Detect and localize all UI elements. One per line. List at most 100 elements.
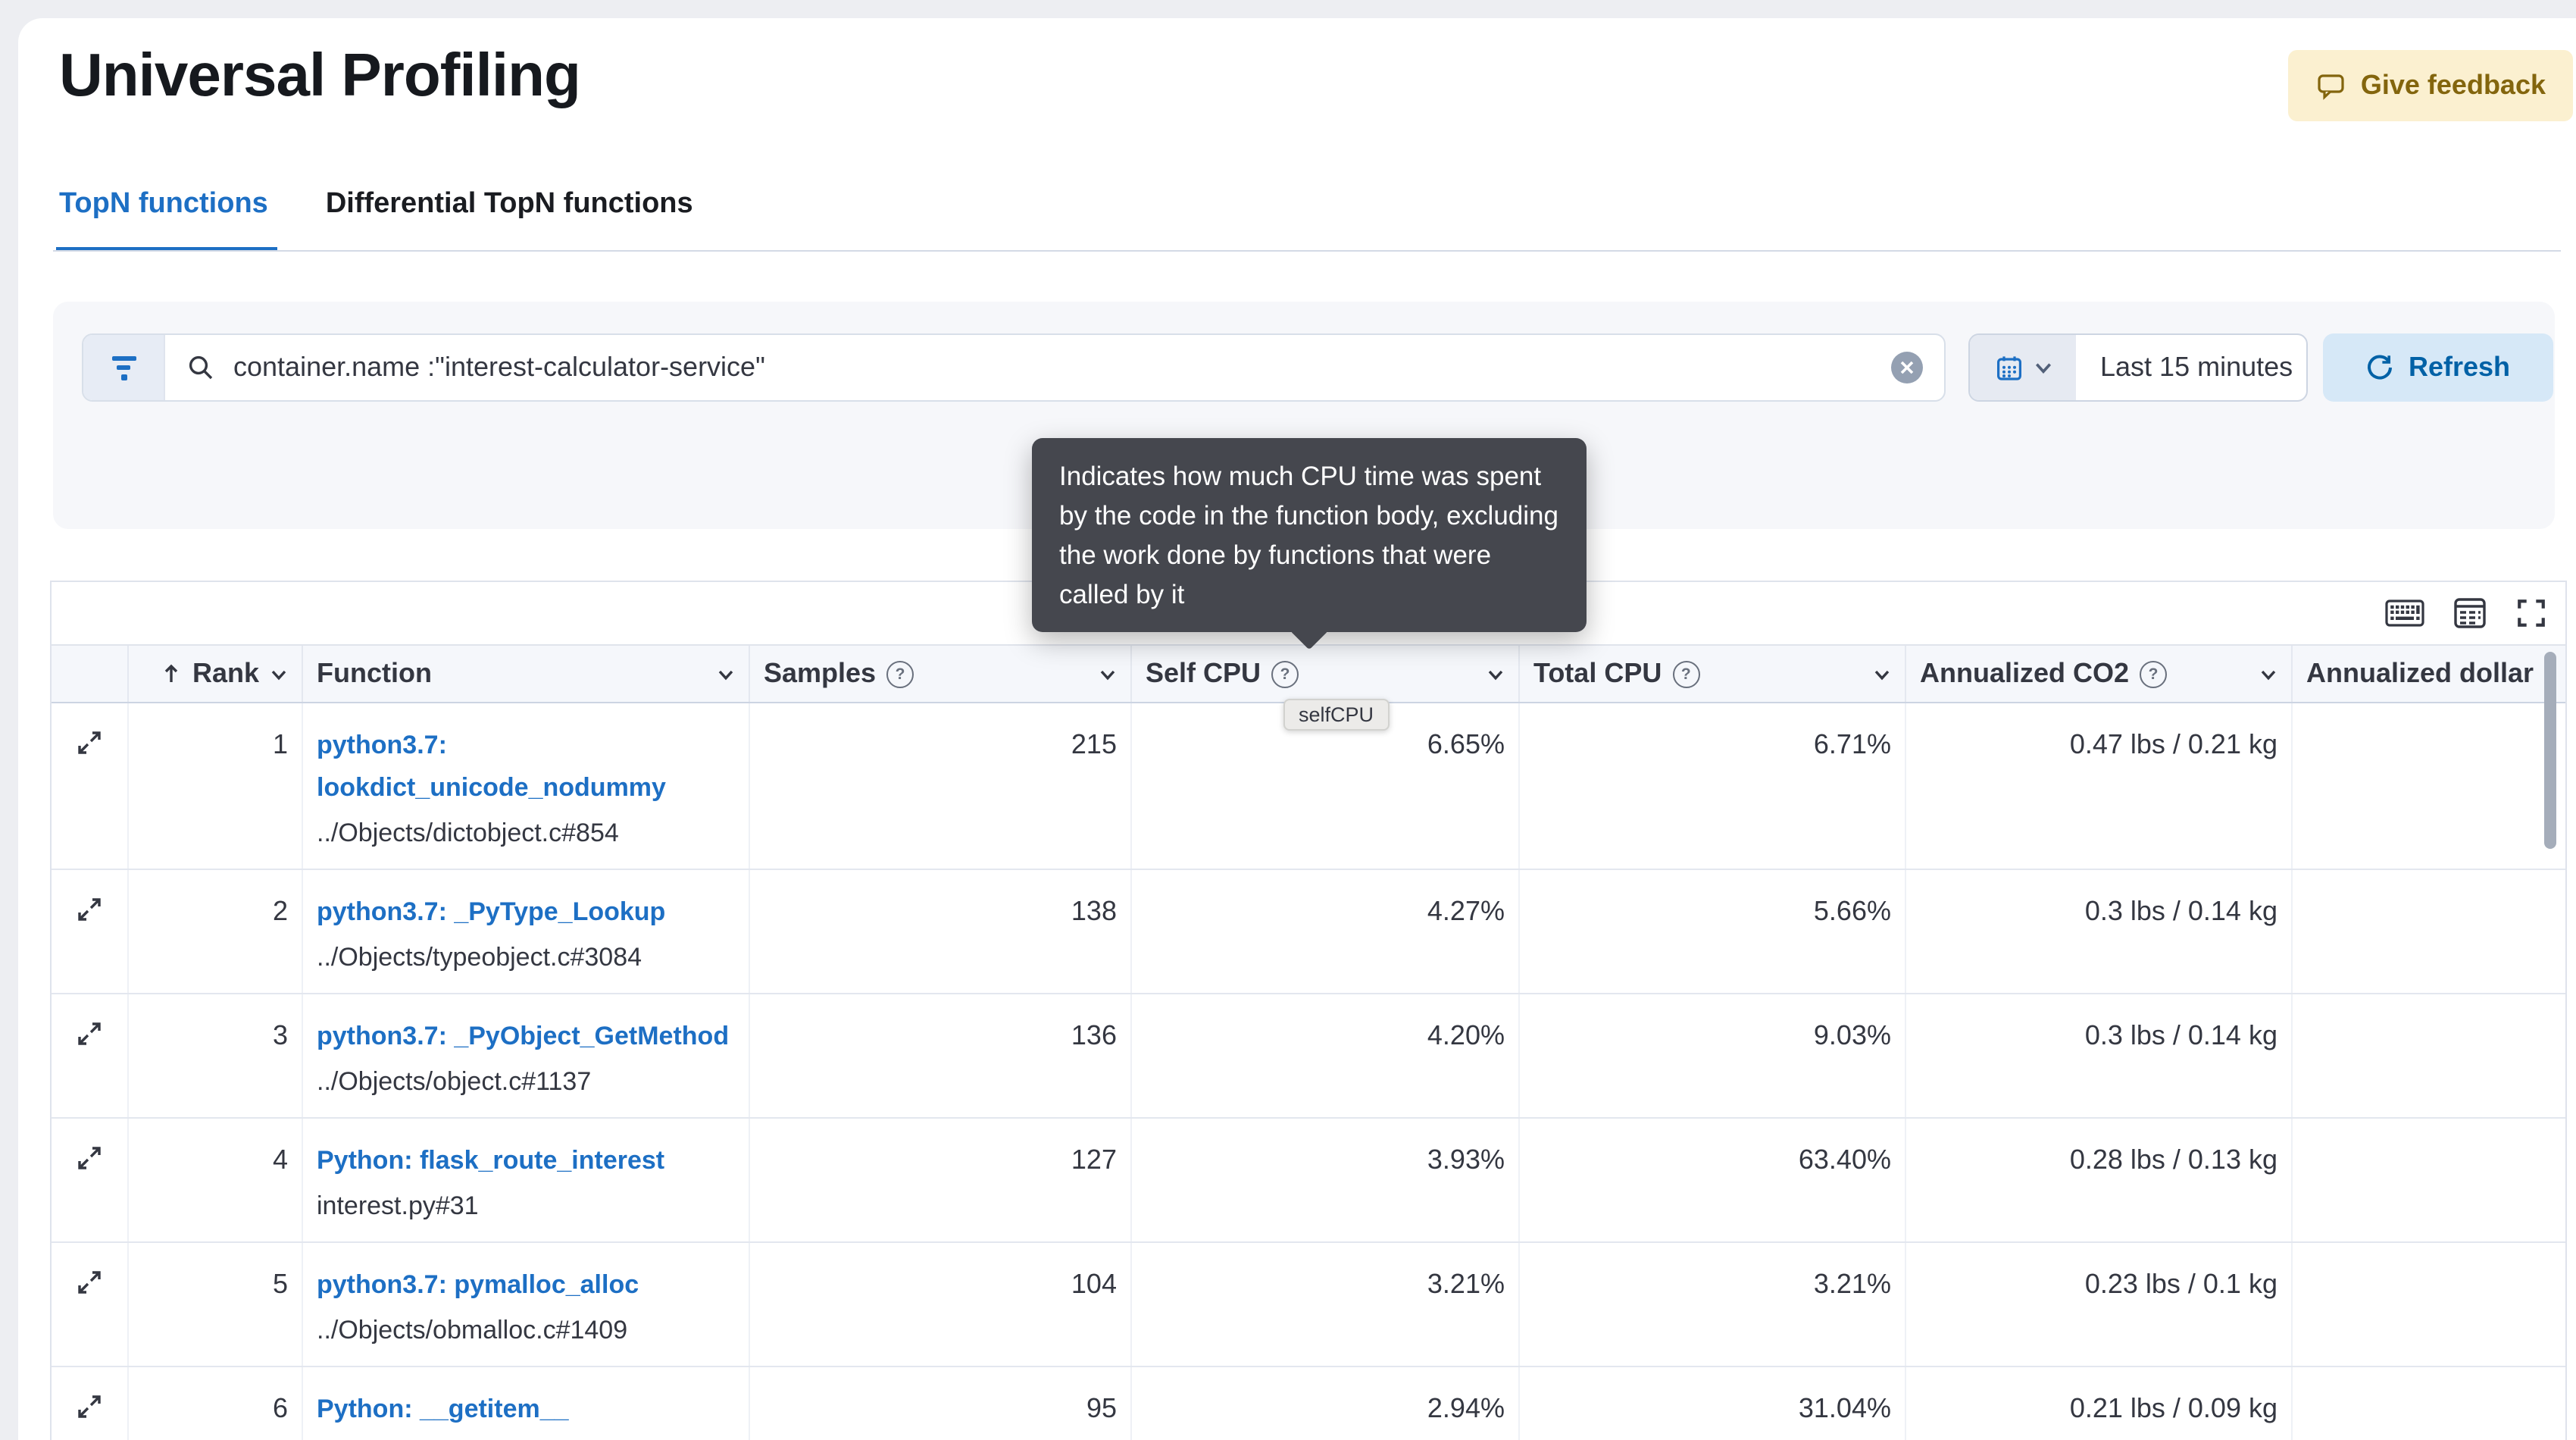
chevron-down-icon <box>1099 665 1117 683</box>
column-header-rank[interactable]: Rank <box>129 646 303 702</box>
rank-cell: 2 <box>129 870 303 993</box>
total-cpu-cell: 9.03% <box>1520 994 1906 1117</box>
column-header-function[interactable]: Function <box>303 646 750 702</box>
column-header-expand <box>52 646 129 702</box>
table-row: 4 Python: flask_route_interest interest.… <box>52 1119 2565 1243</box>
tabs-divider <box>53 250 2561 252</box>
self-cpu-cell: 3.93% <box>1132 1119 1520 1241</box>
annualized-co2-cell: 0.3 lbs / 0.14 kg <box>1906 870 2293 993</box>
total-cpu-cell: 63.40% <box>1520 1119 1906 1241</box>
give-feedback-label: Give feedback <box>2360 70 2546 100</box>
column-header-samples[interactable]: Samples ? <box>750 646 1132 702</box>
annualized-dollar-cell <box>2293 870 2535 993</box>
function-cell: Python: __getitem__ os.py#679 <box>303 1367 750 1440</box>
table-row: 1 python3.7: lookdict_unicode_nodummy ..… <box>52 703 2565 870</box>
annualized-dollar-cell <box>2293 703 2535 869</box>
total-cpu-cell: 31.04% <box>1520 1367 1906 1440</box>
table-row: 2 python3.7: _PyType_Lookup ../Objects/t… <box>52 870 2565 994</box>
tabs: TopN functions Differential TopN functio… <box>56 188 693 252</box>
filter-icon <box>111 355 136 360</box>
expand-row-button[interactable] <box>52 994 129 1117</box>
column-header-self-cpu[interactable]: Self CPU ? <box>1132 646 1520 702</box>
annualized-dollar-cell <box>2293 1119 2535 1241</box>
table-row: 3 python3.7: _PyObject_GetMethod ../Obje… <box>52 994 2565 1119</box>
self-cpu-field-hint: selfCPU <box>1283 699 1390 731</box>
annualized-dollar-cell <box>2293 1243 2535 1366</box>
annualized-co2-cell: 0.23 lbs / 0.1 kg <box>1906 1243 2293 1366</box>
total-cpu-cell: 3.21% <box>1520 1243 1906 1366</box>
annualized-dollar-cell <box>2293 994 2535 1117</box>
column-header-total-cpu[interactable]: Total CPU ? <box>1520 646 1906 702</box>
self-cpu-cell: 4.20% <box>1132 994 1520 1117</box>
vertical-scrollbar[interactable] <box>2544 652 2556 849</box>
time-range-picker: Last 15 minutes <box>1968 333 2308 402</box>
refresh-button[interactable]: Refresh <box>2323 333 2553 402</box>
question-in-circle-icon[interactable]: ? <box>886 660 914 687</box>
chevron-down-icon <box>2033 358 2052 377</box>
chevron-down-icon <box>1487 665 1505 683</box>
expand-row-button[interactable] <box>52 1243 129 1366</box>
table-display-options-icon[interactable] <box>2453 597 2487 629</box>
function-link[interactable]: python3.7: pymalloc_alloc <box>317 1270 639 1299</box>
rank-cell: 4 <box>129 1119 303 1241</box>
question-in-circle-icon[interactable]: ? <box>1271 660 1299 687</box>
self-cpu-cell: 2.94% <box>1132 1367 1520 1440</box>
annualized-co2-cell: 0.47 lbs / 0.21 kg <box>1906 703 2293 869</box>
source-file-path: os.py#679 <box>317 1435 742 1440</box>
column-header-annualized-dollar-cost[interactable]: Annualized dollar c <box>2306 658 2535 688</box>
function-cell: python3.7: _PyType_Lookup ../Objects/typ… <box>303 870 750 993</box>
refresh-label: Refresh <box>2408 352 2511 382</box>
expand-row-button[interactable] <box>52 1367 129 1440</box>
rank-cell: 3 <box>129 994 303 1117</box>
expand-row-button[interactable] <box>52 703 129 869</box>
samples-cell: 104 <box>750 1243 1132 1366</box>
function-link[interactable]: python3.7: _PyObject_GetMethod <box>317 1022 730 1050</box>
table-row: 5 python3.7: pymalloc_alloc ../Objects/o… <box>52 1243 2565 1367</box>
expand-row-button[interactable] <box>52 1119 129 1241</box>
tab-differential-topn-functions[interactable]: Differential TopN functions <box>325 188 693 220</box>
calendar-icon <box>1993 352 2024 383</box>
chevron-down-icon <box>2259 665 2277 683</box>
fullscreen-icon[interactable] <box>2515 597 2547 629</box>
samples-cell: 136 <box>750 994 1132 1117</box>
function-link[interactable]: Python: flask_route_interest <box>317 1146 665 1175</box>
source-file-path: ../Objects/dictobject.c#854 <box>317 819 619 847</box>
source-file-path: interest.py#31 <box>317 1191 479 1220</box>
samples-cell: 127 <box>750 1119 1132 1241</box>
expand-row-button[interactable] <box>52 870 129 993</box>
function-link[interactable]: Python: __getitem__ <box>317 1395 569 1423</box>
column-header-annualized-co2[interactable]: Annualized CO2 ? <box>1906 646 2293 702</box>
keyboard-shortcuts-icon[interactable] <box>2385 599 2424 628</box>
annualized-co2-cell: 0.28 lbs / 0.13 kg <box>1906 1119 2293 1241</box>
search-query-text: container.name :"interest-calculator-ser… <box>233 352 765 382</box>
speech-bubble-icon <box>2315 70 2347 101</box>
search-input[interactable]: container.name :"interest-calculator-ser… <box>165 335 1944 400</box>
table-row: 6 Python: __getitem__ os.py#679 95 2.94%… <box>52 1367 2565 1440</box>
filter-button[interactable] <box>83 335 165 400</box>
annualized-co2-cell: 0.3 lbs / 0.14 kg <box>1906 994 2293 1117</box>
quick-select-date-button[interactable] <box>1970 335 2076 400</box>
samples-cell: 215 <box>750 703 1132 869</box>
tab-topn-functions[interactable]: TopN functions <box>56 188 277 252</box>
function-link[interactable]: python3.7: _PyType_Lookup <box>317 897 666 926</box>
give-feedback-button[interactable]: Give feedback <box>2287 50 2573 121</box>
function-cell: python3.7: lookdict_unicode_nodummy ../O… <box>303 703 750 869</box>
total-cpu-cell: 6.71% <box>1520 703 1906 869</box>
self-cpu-tooltip: Indicates how much CPU time was spent by… <box>1032 438 1587 632</box>
rank-cell: 1 <box>129 703 303 869</box>
rank-cell: 5 <box>129 1243 303 1366</box>
samples-cell: 138 <box>750 870 1132 993</box>
clear-query-icon[interactable] <box>1891 352 1923 383</box>
question-in-circle-icon[interactable]: ? <box>2140 660 2168 687</box>
source-file-path: ../Objects/typeobject.c#3084 <box>317 943 642 972</box>
function-link[interactable]: python3.7: lookdict_unicode_nodummy <box>317 731 666 802</box>
self-cpu-cell: 3.21% <box>1132 1243 1520 1366</box>
time-range-value[interactable]: Last 15 minutes <box>2100 352 2293 382</box>
annualized-dollar-cell <box>2293 1367 2535 1440</box>
question-in-circle-icon[interactable]: ? <box>1672 660 1700 687</box>
chevron-down-icon <box>270 665 288 683</box>
total-cpu-cell: 5.66% <box>1520 870 1906 993</box>
source-file-path: ../Objects/object.c#1137 <box>317 1067 592 1096</box>
source-file-path: ../Objects/obmalloc.c#1409 <box>317 1316 628 1345</box>
